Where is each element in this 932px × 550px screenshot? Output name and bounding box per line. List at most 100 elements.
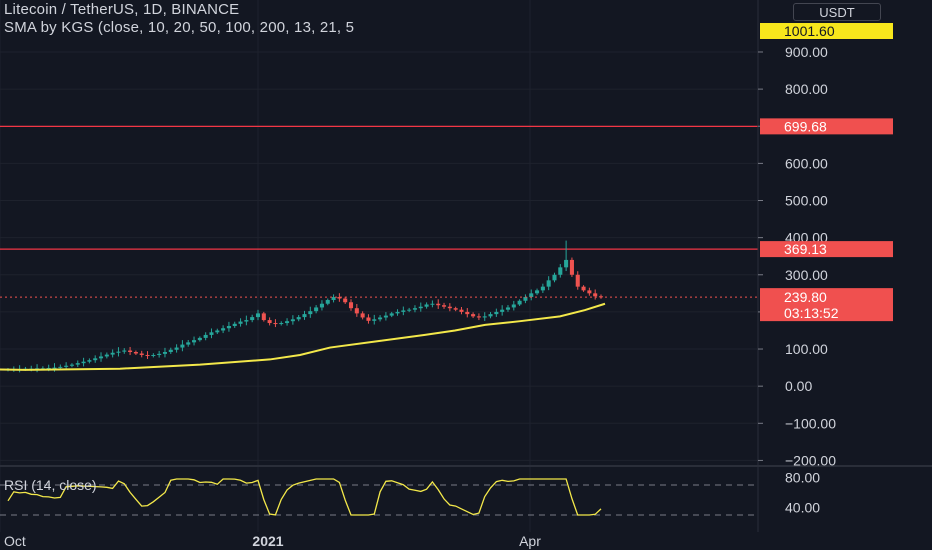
candle-body <box>547 280 551 286</box>
candle-body <box>233 324 237 326</box>
candle-body <box>552 275 556 281</box>
y-tick-label: 500.00 <box>785 193 828 209</box>
candle-body <box>512 304 516 307</box>
candle-body <box>93 358 97 360</box>
candle-body <box>535 290 539 293</box>
rsi-line <box>8 479 601 515</box>
x-tick-label: Apr <box>519 533 541 549</box>
rsi-pane: 80.00 40.00 <box>0 470 820 516</box>
y-tick-label: 900.00 <box>785 44 828 60</box>
candle-body <box>500 310 504 312</box>
candle-body <box>413 308 417 309</box>
candle-body <box>332 297 336 300</box>
candle-body <box>262 313 266 320</box>
top-marker-label: 1001.60 <box>784 23 835 39</box>
candle-body <box>268 320 272 323</box>
candle-body <box>459 310 463 312</box>
sma-line <box>0 304 605 370</box>
candle-body <box>163 352 167 354</box>
candle-body <box>529 293 533 297</box>
horizontal-levels <box>0 126 758 249</box>
candle-body <box>111 353 115 355</box>
candle-body <box>198 338 202 340</box>
candle-body <box>302 314 306 317</box>
y-tick-label: 800.00 <box>785 81 828 97</box>
candle-body <box>58 367 62 368</box>
candle-body <box>372 319 376 320</box>
rsi-legend[interactable]: RSI (14, close) <box>4 477 97 493</box>
candle-body <box>471 314 475 316</box>
candle-body <box>175 348 179 350</box>
y-tick-label: −100.00 <box>785 415 836 431</box>
candle-body <box>518 301 522 305</box>
candle-body <box>87 360 91 361</box>
candle-body <box>221 328 225 330</box>
y-tick-label: 100.00 <box>785 341 828 357</box>
candle-body <box>122 351 126 352</box>
currency-selector[interactable]: USDT <box>793 3 881 21</box>
candle-body <box>419 307 423 308</box>
rsi-tick-label: 40.00 <box>785 500 820 516</box>
candle-body <box>250 317 254 320</box>
candle-body <box>506 307 510 309</box>
candle-body <box>186 342 190 344</box>
candle-body <box>378 317 382 319</box>
time-axis[interactable]: Oct 2021 Apr <box>4 533 541 549</box>
candle-body <box>279 323 283 324</box>
level-badge-label: 369.13 <box>784 241 827 257</box>
candle-body <box>128 351 132 352</box>
candle-body <box>314 307 318 311</box>
candle-body <box>390 313 394 315</box>
candle-body <box>494 312 498 314</box>
candle-body <box>349 302 353 308</box>
candle-body <box>320 304 324 308</box>
candle-body <box>564 260 568 267</box>
candle-body <box>576 275 580 287</box>
candle-body <box>326 300 330 304</box>
candle-body <box>82 362 86 363</box>
candle-body <box>140 353 144 354</box>
candle-body <box>70 365 74 366</box>
candle-body <box>256 313 260 317</box>
symbol-title[interactable]: Litecoin / TetherUS, 1D, BINANCE <box>4 1 239 18</box>
candle-body <box>134 352 138 353</box>
x-tick-label: Oct <box>4 533 26 549</box>
y-tick-label: 300.00 <box>785 267 828 283</box>
candle-body <box>489 314 493 316</box>
candle-body <box>209 332 213 335</box>
candle-body <box>64 366 68 367</box>
candle-body <box>454 308 458 309</box>
candle-body <box>227 326 231 328</box>
candle-body <box>587 290 591 293</box>
x-tick-label: 2021 <box>252 533 283 549</box>
candle-body <box>151 355 155 356</box>
candle-body <box>180 345 184 348</box>
y-tick-label: −200.00 <box>785 452 836 468</box>
candle-body <box>448 307 452 308</box>
candle-body <box>297 317 301 319</box>
candle-body <box>291 319 295 321</box>
candle-body <box>425 304 429 306</box>
candle-body <box>401 310 405 311</box>
candle-body <box>244 320 248 321</box>
candle-body <box>76 363 80 364</box>
candle-body <box>145 355 149 356</box>
y-tick-label: 600.00 <box>785 155 828 171</box>
candle-body <box>407 310 411 311</box>
chart-grid <box>0 0 758 532</box>
candle-body <box>477 316 481 317</box>
candle-body <box>273 323 277 324</box>
candle-body <box>430 304 434 305</box>
candle-body <box>384 316 388 318</box>
candle-body <box>239 322 243 324</box>
candle-body <box>169 350 173 352</box>
rsi-tick-label: 80.00 <box>785 470 820 486</box>
candle-body <box>285 321 289 323</box>
candle-body <box>105 355 109 357</box>
countdown-label: 03:13:52 <box>784 305 839 321</box>
indicator-legend[interactable]: SMA by KGS (close, 10, 20, 50, 100, 200,… <box>4 19 354 36</box>
level-badge-label: 699.68 <box>784 118 827 134</box>
candle-body <box>395 312 399 313</box>
candle-body <box>52 368 56 369</box>
